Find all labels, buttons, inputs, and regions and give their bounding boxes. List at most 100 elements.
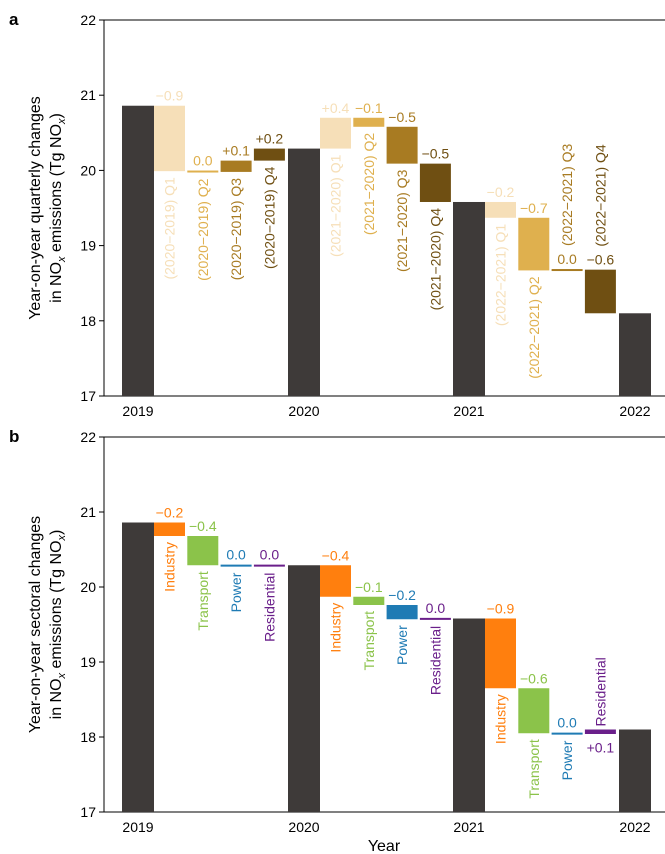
y-tick-label: 21 <box>80 504 96 520</box>
step-value-label: −0.4 <box>322 547 350 563</box>
step-value-label: −0.1 <box>355 579 383 595</box>
x-tick-label: 2019 <box>122 819 153 835</box>
step-name-label: (2022−2021) Q4 <box>592 144 608 247</box>
step-name-label: Power <box>228 572 244 612</box>
step-bar <box>320 565 351 597</box>
annual-bar-2021 <box>453 618 485 812</box>
step-bar <box>485 201 516 218</box>
step-bar <box>187 536 219 566</box>
step-bar <box>220 160 252 172</box>
x-tick-label: 2022 <box>619 819 650 835</box>
step-value-label: −0.6 <box>587 252 615 268</box>
annual-bar-2019 <box>122 105 154 396</box>
step-bar <box>220 564 252 567</box>
y-axis-title: Year-on-year sectoral changes in NOx emis… <box>27 516 68 733</box>
step-value-label: 0.0 <box>557 251 577 267</box>
step-bar <box>320 117 351 149</box>
step-name-label: (2020−2019) Q1 <box>162 177 178 280</box>
step-bar <box>584 269 616 314</box>
step-name-label: Transport <box>526 739 542 799</box>
step-bar <box>386 605 418 620</box>
step-name-label: (2022−2021) Q1 <box>493 224 509 327</box>
step-bar <box>253 148 285 161</box>
step-bar <box>419 163 451 202</box>
x-tick-label: 2020 <box>288 403 319 419</box>
step-name-label: (2020−2019) Q3 <box>228 178 244 281</box>
step-name-label: (2022−2021) Q3 <box>559 143 575 246</box>
x-tick-label: 2022 <box>619 403 650 419</box>
step-bar <box>485 618 516 689</box>
step-bar <box>386 126 418 164</box>
step-bar <box>551 269 583 272</box>
step-value-label: −0.9 <box>156 88 184 104</box>
step-name-label: Residential <box>261 573 277 642</box>
panel-a: a Year-on-year quarterly changes in NOx em… <box>9 10 665 419</box>
panel-letter: b <box>9 427 19 446</box>
step-name-label: Industry <box>493 694 509 744</box>
y-tick-label: 22 <box>80 429 96 445</box>
step-value-label: 0.0 <box>193 153 213 169</box>
annual-bar-2020 <box>288 565 320 812</box>
step-bar <box>419 617 451 620</box>
step-value-label: 0.0 <box>260 547 280 563</box>
x-tick-label: 2021 <box>453 403 484 419</box>
step-name-label: Power <box>394 625 410 665</box>
step-value-label: −0.6 <box>520 670 548 686</box>
step-name-label: (2022−2021) Q2 <box>526 276 542 379</box>
step-bar <box>353 117 385 127</box>
step-bar <box>154 105 185 172</box>
step-name-label: (2021−2020) Q3 <box>394 169 410 272</box>
step-value-label: −0.5 <box>388 109 416 125</box>
step-name-label: Power <box>559 740 575 780</box>
step-bar <box>518 688 550 734</box>
step-value-label: +0.2 <box>256 131 284 147</box>
y-tick-label: 18 <box>80 313 96 329</box>
annual-bar-2022 <box>619 313 651 396</box>
step-name-label: Industry <box>162 542 178 592</box>
y-tick-label: 17 <box>80 804 96 820</box>
y-tick-label: 20 <box>80 162 96 178</box>
x-axis-title: Year <box>368 838 401 854</box>
y-axis-title: Year-on-year quarterly changes in NOx emi… <box>27 96 68 320</box>
step-value-label: 0.0 <box>226 547 246 563</box>
y-tick-label: 19 <box>80 238 96 254</box>
step-value-label: −0.2 <box>487 184 515 200</box>
step-name-label: (2020−2019) Q2 <box>195 178 211 281</box>
step-name-label: Residential <box>592 657 608 726</box>
step-value-label: +0.4 <box>322 100 350 116</box>
annual-bar-2019 <box>122 522 154 812</box>
y-tick-label: 18 <box>80 729 96 745</box>
y-tick-label: 22 <box>80 12 96 28</box>
step-name-label: (2020−2019) Q4 <box>261 166 277 269</box>
step-bar <box>584 729 616 734</box>
step-bar <box>518 217 550 271</box>
step-value-label: −0.7 <box>520 200 548 216</box>
x-tick-label: 2019 <box>122 403 153 419</box>
step-value-label: −0.4 <box>189 518 217 534</box>
step-name-label: Transport <box>361 611 377 671</box>
x-tick-label: 2020 <box>288 819 319 835</box>
step-value-label: −0.9 <box>487 601 515 617</box>
step-bar <box>187 170 219 173</box>
step-name-label: Transport <box>195 571 211 631</box>
step-name-label: (2021−2020) Q1 <box>328 154 344 257</box>
annual-bar-2020 <box>288 148 320 396</box>
step-bar <box>353 596 385 605</box>
step-value-label: −0.1 <box>355 100 383 116</box>
y-tick-label: 19 <box>80 654 96 670</box>
step-value-label: −0.2 <box>156 505 184 521</box>
step-bar <box>253 564 285 567</box>
y-tick-label: 20 <box>80 579 96 595</box>
step-value-label: −0.5 <box>422 146 450 162</box>
y-tick-label: 17 <box>80 388 96 404</box>
step-value-label: 0.0 <box>426 600 446 616</box>
annual-bar-2021 <box>453 201 485 396</box>
step-bar <box>551 732 583 735</box>
x-tick-label: 2021 <box>453 819 484 835</box>
step-name-label: (2021−2020) Q2 <box>361 133 377 236</box>
panel-letter: a <box>9 10 19 29</box>
step-value-label: −0.2 <box>388 587 416 603</box>
step-value-label: +0.1 <box>587 740 615 756</box>
step-name-label: Residential <box>427 626 443 695</box>
